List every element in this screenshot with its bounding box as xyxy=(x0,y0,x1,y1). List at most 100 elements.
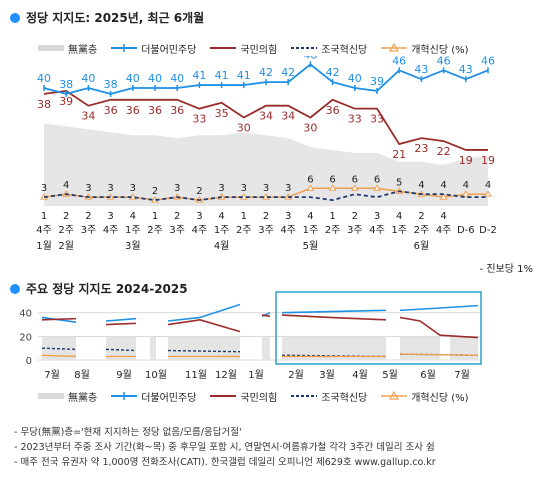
mini-month-label: 7월 xyxy=(44,369,60,381)
ppp-value-label: 38 xyxy=(37,98,51,111)
ppp-value-label: 19 xyxy=(459,154,473,167)
dp-value-label: 40 xyxy=(126,72,140,85)
legend-item: 개혁신당 (%) xyxy=(381,389,469,404)
minor-value-label: 3 xyxy=(41,183,47,194)
swatch-rect xyxy=(38,393,64,399)
dp-value-label: 41 xyxy=(237,69,251,82)
orange-triangle-line-icon xyxy=(381,391,408,400)
legend-item: 국민의힘 xyxy=(210,41,277,56)
ppp-value-label: 23 xyxy=(414,142,428,155)
orange-triangle-line-icon xyxy=(381,43,408,52)
mini-month-label: 8월 xyxy=(74,369,90,381)
x-tick-week: 4주 xyxy=(103,225,119,236)
mini-month-label: 11월 xyxy=(185,369,207,381)
dp-value-label: 46 xyxy=(392,56,406,67)
legend-item: 無黨층 xyxy=(38,41,97,56)
ppp-value-label: 36 xyxy=(148,104,162,117)
dp-value-label: 40 xyxy=(81,72,95,85)
legend-label: 개혁신당 (%) xyxy=(411,44,469,56)
mini-month-label: 7월 xyxy=(454,369,470,381)
minor-value-label: 4 xyxy=(418,180,424,191)
mudang-area-segment xyxy=(150,336,156,360)
note-line: - 매주 전국 유권자 약 1,000명 전화조사(CATI). 한국갤럽 데일… xyxy=(14,457,436,468)
legend-item: 더불어민주당 xyxy=(111,41,196,56)
x-tick-week: 2주 xyxy=(325,225,341,236)
x-tick-week: 1주 xyxy=(214,225,230,236)
dp-value-label: 39 xyxy=(370,75,384,88)
x-tick-num: 1 xyxy=(241,211,247,222)
minor-value-label: 3 xyxy=(174,183,180,194)
ppp-value-label: 19 xyxy=(481,154,495,167)
legend-label: 개혁신당 (%) xyxy=(411,392,469,404)
mini-month-label: 3월 xyxy=(319,369,335,381)
dp-value-label: 42 xyxy=(281,66,295,79)
y-tick-label: 40 xyxy=(19,309,32,320)
mudang-area-segment xyxy=(400,336,440,360)
minor-value-label: 3 xyxy=(85,183,91,194)
dp-value-label: 42 xyxy=(326,66,340,79)
mini-month-label: 2월 xyxy=(288,369,304,381)
x-tick-week: 3주 xyxy=(169,225,185,236)
minor-value-label: 2 xyxy=(152,186,158,197)
legend-item: 無黨층 xyxy=(38,389,97,404)
x-tick-num: 4 xyxy=(130,211,136,222)
notes: - 무당(無黨)층='현재 지지하는 정당 없음/모름/응답거절' - 2023… xyxy=(14,425,539,470)
x-tick-week: D-6 xyxy=(457,225,475,236)
dp-value-label: 41 xyxy=(215,69,229,82)
swatch-triangle xyxy=(389,391,400,400)
reform-mini-line xyxy=(41,354,77,358)
dp-value-label: 48 xyxy=(303,56,317,61)
mini-month-label: 10월 xyxy=(145,369,167,381)
y-tick-label: 0 xyxy=(26,356,32,367)
mini-month-label: 5월 xyxy=(382,369,398,381)
mini-month-label: 4월 xyxy=(352,369,368,381)
x-month-label: 4월 xyxy=(214,240,230,252)
ppp-value-label: 30 xyxy=(237,122,251,135)
reform-marker xyxy=(439,193,448,200)
x-tick-num: 4 xyxy=(396,211,402,222)
x-tick-num: 2 xyxy=(85,211,91,222)
legend-item: 더불어민주당 xyxy=(111,389,196,404)
dp-value-label: 41 xyxy=(192,69,206,82)
title-text: 정당 지지도: 2025년, 최근 6개월 xyxy=(26,11,205,25)
x-tick-num: 3 xyxy=(285,211,291,222)
x-tick-num: 1 xyxy=(41,211,47,222)
bullet-icon xyxy=(10,283,20,294)
x-tick-num: 4 xyxy=(218,211,224,222)
mudang-area-segment xyxy=(262,336,270,360)
reform-marker xyxy=(484,190,492,197)
ppp-value-label: 33 xyxy=(348,113,362,126)
minor-value-label: 3 xyxy=(241,183,247,194)
reform-mini-line xyxy=(399,353,479,356)
x-tick-week: 2주 xyxy=(236,225,252,236)
dp-mini-line xyxy=(105,317,137,322)
red-line-icon xyxy=(210,47,237,49)
minor-value-label: 6 xyxy=(329,174,335,185)
reform-marker xyxy=(373,184,381,191)
x-tick-num: 2 xyxy=(263,211,269,222)
rebuild-mini-line xyxy=(41,347,77,351)
minor-value-label: 6 xyxy=(374,174,380,185)
gray-bar-icon xyxy=(38,393,64,399)
ppp-value-label: 30 xyxy=(303,122,317,135)
x-tick-num: 3 xyxy=(374,211,380,222)
ppp-value-label: 33 xyxy=(370,113,384,126)
ppp-mini-line xyxy=(167,319,241,333)
mini-month-label: 6월 xyxy=(420,369,436,381)
x-month-label: 2월 xyxy=(58,240,74,252)
reform-marker xyxy=(306,184,315,191)
dp-value-label: 40 xyxy=(170,72,184,85)
dp-value-label: 40 xyxy=(37,72,51,85)
dp-mini-line xyxy=(281,309,387,314)
x-tick-week: 2주 xyxy=(147,225,163,236)
minor-value-label: 4 xyxy=(440,180,446,191)
x-tick-num: 2 xyxy=(63,211,69,222)
dp-value-label: 43 xyxy=(459,63,473,76)
ppp-value-label: 33 xyxy=(192,113,206,126)
mini-month-label: 9월 xyxy=(116,369,132,381)
chart-title-recent: 정당 지지도: 2025년, 최근 6개월 xyxy=(10,9,204,26)
x-tick-num: 1 xyxy=(329,211,335,222)
dp-value-label: 40 xyxy=(348,72,362,85)
x-tick-week: 4주 xyxy=(36,225,52,236)
x-tick-week: 1주 xyxy=(125,225,141,236)
